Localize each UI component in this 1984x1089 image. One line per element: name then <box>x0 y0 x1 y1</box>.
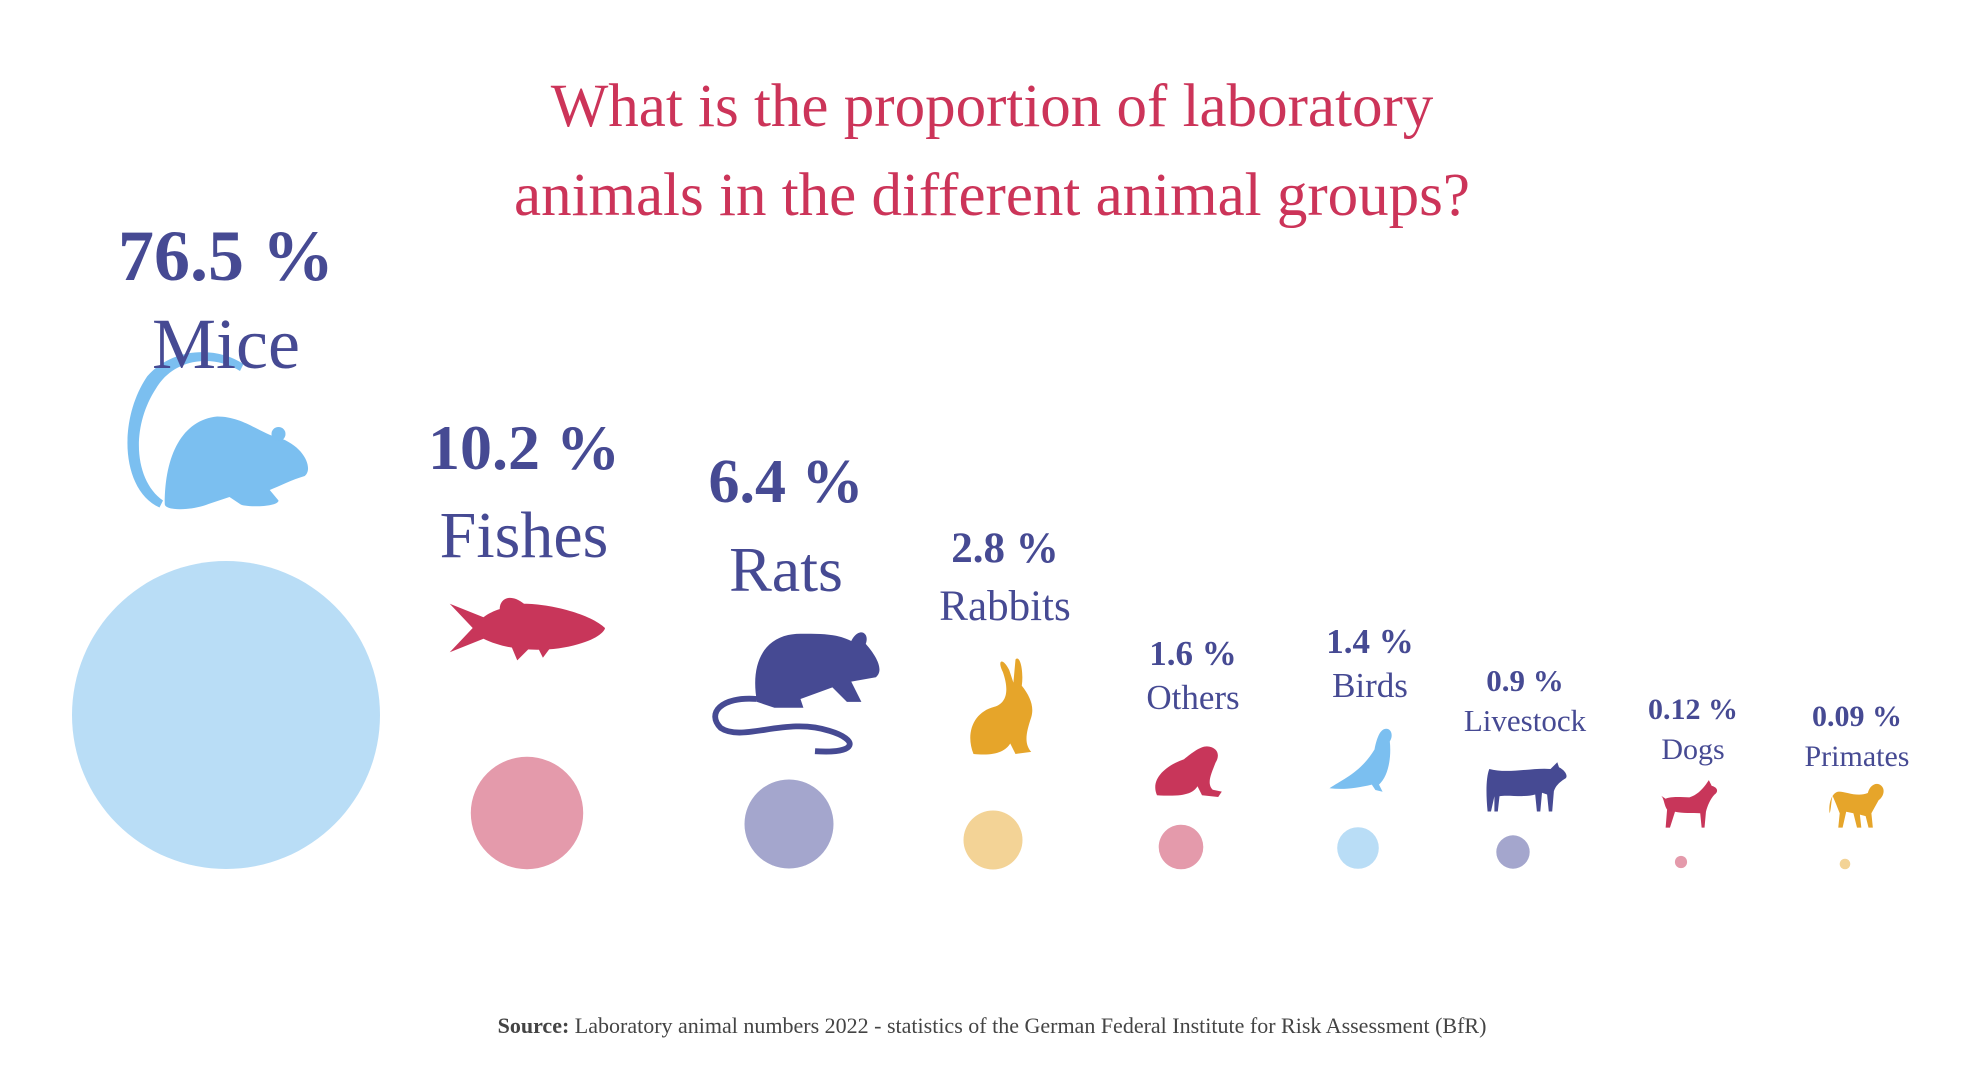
percent-label: 0.09 % <box>1812 700 1902 733</box>
group-others: 1.6 % Others <box>1146 632 1239 720</box>
bubble-rabbits <box>963 810 1023 870</box>
percent-label: 6.4 % <box>708 448 864 516</box>
group-livestock: 0.9 % Livestock <box>1464 661 1586 741</box>
bubble-rats <box>744 779 834 869</box>
category-label: Livestock <box>1463 703 1587 738</box>
bubble-dogs <box>1674 855 1688 869</box>
cow-icon <box>1486 762 1567 812</box>
group-dogs: 0.12 % Dogs <box>1648 690 1738 770</box>
bubble-others <box>1158 824 1204 870</box>
percent-label: 0.9 % <box>1486 663 1564 698</box>
category-label: Rabbits <box>939 583 1071 630</box>
category-label: Primates <box>1804 740 1910 773</box>
bubble-livestock <box>1496 835 1530 869</box>
bubble-mice <box>72 561 380 869</box>
percent-label: 2.8 % <box>951 525 1059 572</box>
category-label: Others <box>1146 678 1240 717</box>
bubble-fishes <box>470 756 584 870</box>
bubble-birds <box>1337 827 1379 869</box>
category-label: Fishes <box>439 499 609 572</box>
source-note: Source: Laboratory animal numbers 2022 -… <box>0 1013 1984 1039</box>
percent-label: 1.6 % <box>1149 634 1237 673</box>
chart-title: What is the proportion of laboratory ani… <box>0 62 1984 240</box>
fish-icon <box>449 597 605 661</box>
group-birds: 1.4 % Birds <box>1326 620 1414 708</box>
group-mice: 76.5 % Mice <box>118 212 334 388</box>
rat-icon <box>712 632 880 755</box>
source-text: Laboratory animal numbers 2022 - statist… <box>569 1013 1487 1038</box>
group-rats: 6.4 % Rats <box>709 438 864 614</box>
group-primates: 0.09 % Primates <box>1805 697 1910 777</box>
percent-label: 10.2 % <box>428 412 620 483</box>
mouse-icon <box>127 352 309 510</box>
dog-icon <box>1661 780 1718 828</box>
category-label: Rats <box>729 534 843 605</box>
pigeon-icon <box>1329 728 1392 792</box>
category-label: Birds <box>1332 666 1408 705</box>
monkey-icon <box>1829 783 1884 828</box>
category-label: Dogs <box>1661 733 1725 766</box>
group-rabbits: 2.8 % Rabbits <box>939 520 1070 636</box>
group-fishes: 10.2 % Fishes <box>428 404 620 580</box>
category-label: Mice <box>152 304 300 384</box>
title-line-1: What is the proportion of laboratory <box>550 73 1434 140</box>
percent-label: 0.12 % <box>1648 693 1738 726</box>
source-label: Source: <box>497 1013 570 1038</box>
bubble-primates <box>1839 858 1851 870</box>
percent-label: 1.4 % <box>1326 622 1414 661</box>
frog-icon <box>1155 746 1222 797</box>
percent-label: 76.5 % <box>118 216 334 296</box>
title-line-2: animals in the different animal groups? <box>514 162 1470 229</box>
rabbit-icon <box>970 658 1033 755</box>
